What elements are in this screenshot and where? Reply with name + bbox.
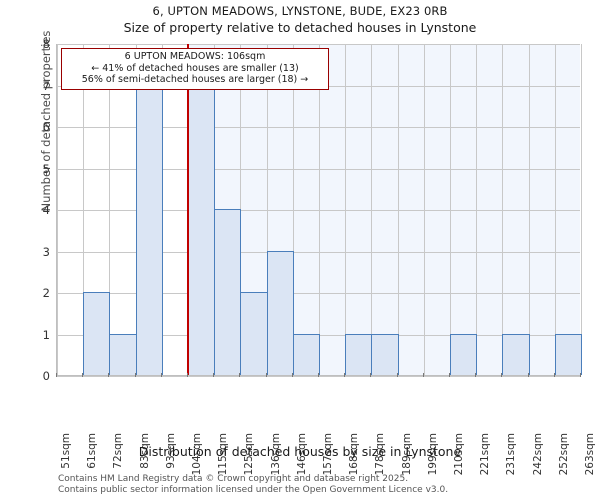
annotation-line-1: 6 UPTON MEADOWS: 106sqm bbox=[124, 51, 266, 62]
bar bbox=[267, 250, 294, 375]
bar bbox=[188, 84, 215, 375]
x-tick-mark bbox=[528, 373, 529, 377]
gridline-vertical bbox=[319, 44, 320, 375]
bar bbox=[293, 333, 320, 375]
x-tick-mark bbox=[475, 373, 476, 377]
y-tick-label: 5 bbox=[42, 161, 50, 176]
gridline-horizontal bbox=[57, 251, 580, 253]
y-tick-label: 0 bbox=[42, 369, 50, 383]
x-tick-mark bbox=[370, 373, 371, 377]
annotation-box: 6 UPTON MEADOWS: 106sqm ← 41% of detache… bbox=[61, 48, 329, 90]
property-marker-line bbox=[187, 44, 189, 375]
bar bbox=[450, 333, 477, 375]
x-tick-mark bbox=[554, 373, 555, 377]
x-tick-mark bbox=[239, 373, 240, 377]
x-axis-tick-labels: 51sqm 61sqm 72sqm 83sqm 93sqm 104sqm 115sqm 125… bbox=[56, 373, 596, 475]
plot-area: 6 UPTON MEADOWS: 106sqm ← 41% of detache… bbox=[56, 44, 582, 377]
gridline-vertical bbox=[345, 44, 346, 375]
x-tick-mark bbox=[449, 373, 450, 377]
bar bbox=[83, 292, 110, 375]
y-tick-label: 6 bbox=[42, 120, 50, 134]
gridline-horizontal bbox=[57, 168, 580, 170]
y-tick-label: 8 bbox=[42, 37, 50, 51]
y-tick-label: 4 bbox=[42, 203, 50, 217]
y-tick-label: 2 bbox=[42, 286, 50, 300]
x-tick-mark bbox=[580, 373, 581, 377]
x-tick-mark bbox=[161, 373, 162, 377]
x-tick-mark bbox=[135, 373, 136, 377]
bar bbox=[214, 209, 241, 375]
x-tick-mark bbox=[213, 373, 214, 377]
footer-line-2: Contains public sector information licen… bbox=[58, 485, 449, 495]
gridline-horizontal bbox=[57, 127, 580, 128]
x-tick-mark bbox=[344, 373, 345, 377]
gridline-horizontal bbox=[57, 293, 580, 294]
x-tick-mark bbox=[423, 373, 424, 377]
gridline-vertical bbox=[450, 44, 451, 375]
annotation-line-3: 56% of semi-detached houses are larger (… bbox=[81, 74, 309, 85]
footer-line-1: Contains HM Land Registry data © Crown c… bbox=[58, 474, 409, 484]
bar bbox=[345, 333, 372, 375]
x-tick-mark bbox=[82, 373, 83, 377]
gridline-vertical bbox=[555, 44, 556, 375]
bar bbox=[555, 333, 582, 375]
annotation-line-2: ← 41% of detached houses are smaller (13… bbox=[91, 62, 299, 74]
bar bbox=[240, 292, 268, 375]
x-tick-mark bbox=[501, 373, 502, 377]
gridline-vertical bbox=[398, 44, 399, 375]
x-tick-mark bbox=[187, 373, 188, 377]
x-tick-mark bbox=[292, 373, 293, 377]
gridline-vertical bbox=[371, 44, 372, 375]
gridline-vertical bbox=[57, 44, 58, 375]
x-tick-mark bbox=[318, 373, 319, 377]
gridline-vertical bbox=[267, 44, 268, 375]
gridline-vertical bbox=[581, 44, 582, 375]
bar bbox=[136, 84, 163, 375]
x-tick-mark bbox=[56, 373, 57, 377]
x-tick-mark bbox=[108, 373, 109, 377]
gridline-vertical bbox=[83, 44, 84, 375]
bar bbox=[371, 333, 399, 375]
bar bbox=[109, 333, 137, 375]
gridline-vertical bbox=[109, 44, 110, 375]
y-tick-label: 7 bbox=[42, 78, 50, 93]
y-tick-label: 3 bbox=[42, 244, 50, 259]
gridline-vertical bbox=[424, 44, 425, 375]
bar bbox=[502, 333, 530, 375]
gridline-horizontal bbox=[57, 44, 580, 45]
gridline-vertical bbox=[293, 44, 294, 375]
x-tick-mark bbox=[266, 373, 267, 377]
gridline-horizontal bbox=[57, 210, 580, 211]
gridline-vertical bbox=[502, 44, 503, 375]
y-tick-label: 1 bbox=[42, 327, 50, 342]
x-axis-title: Distribution of detached houses by size … bbox=[138, 444, 462, 459]
x-tick-mark bbox=[397, 373, 398, 377]
gridline-vertical bbox=[529, 44, 530, 375]
gridline-vertical bbox=[476, 44, 477, 375]
chart-title: 6, UPTON MEADOWS, LYNSTONE, BUDE, EX23 0… bbox=[152, 4, 448, 18]
chart-subtitle: Size of property relative to detached ho… bbox=[123, 20, 477, 35]
y-axis-tick-labels: 0 1 2 3 4 5 6 7 8 bbox=[0, 37, 50, 383]
